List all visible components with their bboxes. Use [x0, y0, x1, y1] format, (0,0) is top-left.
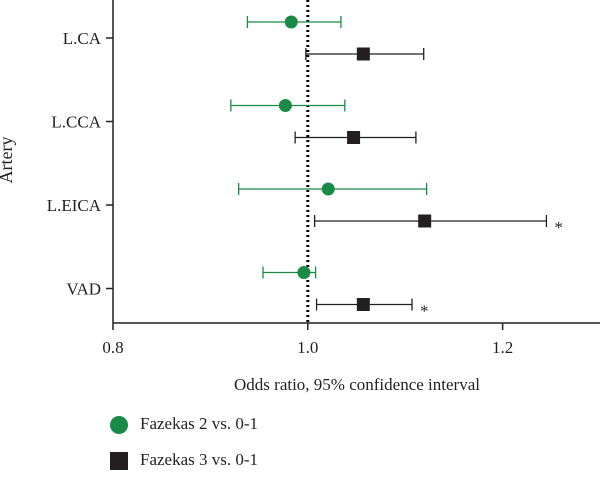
legend-label: Fazekas 2 vs. 0-1 — [140, 414, 259, 433]
y-tick-label: L.CCA — [51, 113, 101, 132]
odds-ratio-point-circle — [321, 182, 335, 196]
x-axis-label: Odds ratio, 95% confidence interval — [234, 375, 480, 394]
odds-ratio-point-square — [418, 214, 432, 228]
x-tick-label: 1.0 — [297, 338, 318, 357]
x-tick-label: 1.2 — [492, 338, 513, 357]
legend-item-fazekas-3: Fazekas 3 vs. 0-1 — [110, 446, 410, 482]
legend-circle-marker — [110, 416, 128, 434]
x-tick-label: 0.8 — [102, 338, 123, 357]
axes: 0.8 1.0 1.2 L.CA L.CCA L.EICA VAD — [47, 0, 600, 357]
odds-ratio-point-square — [356, 298, 370, 311]
significance-annotation: * — [554, 218, 563, 237]
odds-ratio-point-square — [356, 47, 370, 61]
y-axis-label: Artery — [0, 137, 16, 184]
y-tick-label: L.EICA — [47, 196, 102, 215]
odds-ratio-point-circle — [284, 15, 298, 29]
odds-ratio-point-circle — [297, 266, 311, 279]
legend-item-fazekas-2: Fazekas 2 vs. 0-1 — [110, 410, 410, 446]
legend: Fazekas 2 vs. 0-1 Fazekas 3 vs. 0-1 — [110, 410, 410, 482]
odds-ratio-point-circle — [278, 99, 292, 112]
legend-square-marker — [110, 452, 128, 470]
plot-marks: ** — [230, 15, 563, 321]
y-tick-label: L.CA — [63, 29, 102, 48]
legend-label: Fazekas 3 vs. 0-1 — [140, 450, 259, 469]
odds-ratio-point-square — [347, 131, 361, 144]
significance-annotation: * — [420, 302, 429, 321]
y-tick-label: VAD — [66, 280, 101, 299]
